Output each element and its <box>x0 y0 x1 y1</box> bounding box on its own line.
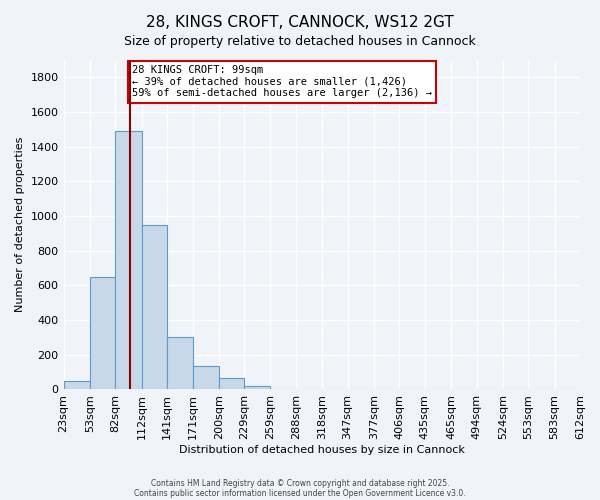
Bar <box>142 224 167 390</box>
Text: Contains public sector information licensed under the Open Government Licence v3: Contains public sector information licen… <box>134 488 466 498</box>
Text: 28 KINGS CROFT: 99sqm
← 39% of detached houses are smaller (1,426)
59% of semi-d: 28 KINGS CROFT: 99sqm ← 39% of detached … <box>132 65 432 98</box>
Text: Size of property relative to detached houses in Cannock: Size of property relative to detached ho… <box>124 35 476 48</box>
Bar <box>90 276 115 390</box>
Bar <box>64 381 90 390</box>
Bar <box>244 386 271 390</box>
Bar <box>193 366 219 390</box>
Bar <box>167 338 193 390</box>
Bar <box>115 131 142 390</box>
Bar <box>219 378 244 390</box>
Text: Contains HM Land Registry data © Crown copyright and database right 2025.: Contains HM Land Registry data © Crown c… <box>151 478 449 488</box>
Text: 28, KINGS CROFT, CANNOCK, WS12 2GT: 28, KINGS CROFT, CANNOCK, WS12 2GT <box>146 15 454 30</box>
Bar <box>322 388 347 390</box>
X-axis label: Distribution of detached houses by size in Cannock: Distribution of detached houses by size … <box>179 445 465 455</box>
Y-axis label: Number of detached properties: Number of detached properties <box>15 137 25 312</box>
